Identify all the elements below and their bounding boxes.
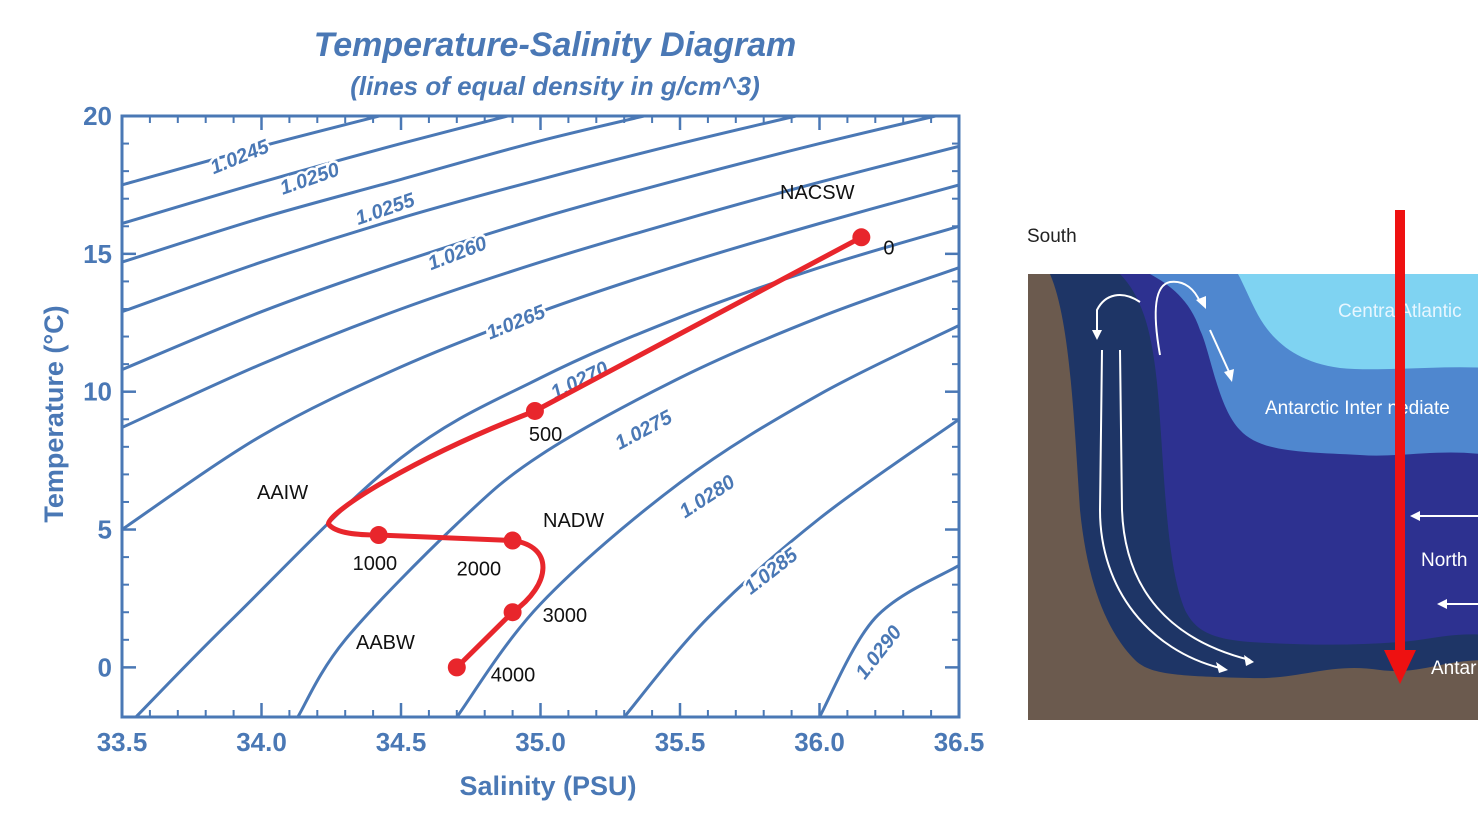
profile-line [325,235,863,670]
isopycnal-label: 1.0265 [483,301,549,345]
layer-label-antarctic: Antar [1431,658,1477,679]
isopycnal-line [122,116,515,225]
depth-label: 4000 [491,664,536,686]
profile-point [369,526,388,545]
arrow-heads [1092,296,1447,673]
isopycnal-line [122,116,386,187]
x-tick-label: 35.5 [655,727,706,757]
x-tick-label: 36.5 [934,727,985,757]
label-aabw: AABW [356,632,415,654]
ts-diagram: Temperature-Salinity Diagram (lines of e… [39,26,984,801]
profile-point [852,228,871,247]
depth-label: 3000 [543,605,588,627]
x-tick-label: 34.5 [376,727,427,757]
isopycnal-line [818,564,959,717]
profile-point [503,531,522,550]
isopycnal-line [122,116,803,314]
profile-arrow-head [1384,650,1416,684]
axis-ticks: 33.5 34.0 34.5 35.0 35.5 36.0 36.5 0 5 10 15 20 [83,101,984,757]
label-nadw: NADW [543,510,604,532]
isopycnal-label: 1.0245 [207,135,273,179]
circulation-arrows [1096,280,1478,669]
profile-series: 0 500 1000 2000 3000 4000 [325,228,894,686]
isopycnal-label: 1.0285 [740,544,802,600]
isopycnal-line [122,116,651,264]
isopycnal-label: 1.0290 [851,622,906,684]
isopycnal-line [455,324,959,717]
layer-label-north: North [1421,550,1467,571]
x-tick-label: 34.0 [236,727,287,757]
depth-label: 1000 [353,553,398,575]
y-tick-label: 20 [83,101,112,131]
y-axis-label: Temperature (°C) [39,305,69,522]
label-nacsw: NACSW [780,182,855,204]
profile-point [503,603,522,622]
y-tick-label: 0 [98,652,112,682]
depth-label: 0 [883,237,894,259]
isopycnal-label: 1.0260 [425,233,490,275]
profile-point [447,658,466,677]
isopycnal-label: 1.0250 [277,159,342,200]
depth-label: 500 [529,424,562,446]
isopycnal-line [122,116,943,371]
depth-label: 2000 [457,559,502,581]
x-tick-label: 35.0 [515,727,566,757]
x-tick-label: 33.5 [97,727,148,757]
layer-label-intermediate: Antarctic Inter nediate [1265,398,1450,419]
isopycnal-line [134,224,959,717]
isopycnal-line [122,183,959,531]
profile-point [525,401,544,420]
y-tick-label: 5 [98,515,112,545]
chart-title: Temperature-Salinity Diagram [314,26,796,64]
central-atlantic-water [1238,274,1478,370]
south-label: South [1027,226,1077,247]
chart-subtitle: (lines of equal density in g/cm^3) [350,71,760,101]
ocean-section-diagram: South Centra Atlantic Antarctic Inter ne… [1027,210,1478,720]
isopycnal-line [122,144,959,429]
x-axis-label: Salinity (PSU) [459,771,636,801]
isopycnal-line [623,418,959,717]
label-aaiw: AAIW [257,482,308,504]
isopycnal-label: 1.0275 [612,406,677,455]
isopycnal-line [296,266,959,717]
isopycnal-lines [122,116,959,717]
y-tick-label: 15 [83,239,112,269]
x-tick-label: 36.0 [794,727,845,757]
y-tick-label: 10 [83,377,112,407]
